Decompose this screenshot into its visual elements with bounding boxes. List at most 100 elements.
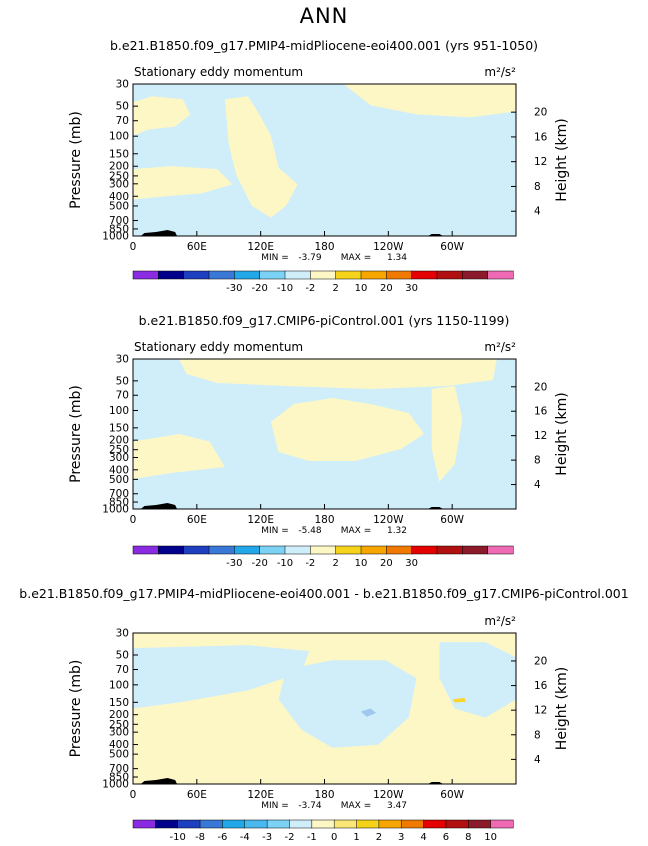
colorbar-swatch	[360, 545, 387, 555]
topography-africa	[140, 230, 178, 236]
y-tick-label: 100	[109, 131, 129, 143]
y-tick-label: 400	[109, 191, 129, 203]
min-value: -3.74	[298, 801, 322, 811]
x-tick-label: 0	[130, 789, 137, 801]
y-tick-label: 250	[109, 170, 129, 182]
colorbar-label: -3	[262, 832, 272, 843]
units-label: m²/s²	[484, 65, 516, 79]
colorbar-label: -20	[251, 558, 267, 569]
region-light-yellow-2	[179, 359, 497, 389]
y-tick-label: 50	[116, 649, 129, 661]
colorbar-label: -1	[307, 832, 317, 843]
colorbar-swatch	[132, 270, 159, 280]
y2-tick-label: 12	[534, 705, 547, 717]
colorbar-swatch	[259, 545, 286, 555]
colorbar-swatch	[490, 819, 514, 829]
colorbar-swatch	[183, 270, 210, 280]
colorbar-label: 20	[380, 283, 393, 294]
x-tick-label: 60E	[187, 514, 207, 526]
x-tick-label: 120E	[247, 241, 274, 253]
y-tick-label: 70	[116, 390, 129, 402]
y-tick-label: 30	[116, 79, 129, 91]
y-tick-label: 250	[109, 444, 129, 456]
y-tick-label: 50	[116, 101, 129, 113]
y-tick-label: 200	[109, 435, 129, 447]
colorbar-swatch	[436, 270, 463, 280]
x-tick-label: 60W	[440, 241, 464, 253]
y-tick-label: 100	[109, 405, 129, 417]
colorbar-label: -6	[217, 832, 227, 843]
y2-tick-label: 12	[534, 156, 547, 168]
topography-africa	[140, 503, 178, 509]
colorbar-swatch	[208, 270, 235, 280]
colorbar-swatch	[400, 819, 425, 829]
x-tick-label: 60E	[187, 789, 207, 801]
colorbar-swatch	[335, 545, 362, 555]
y-tick-label: 300	[109, 727, 129, 739]
colorbar-swatch	[222, 819, 246, 829]
colorbar-swatch	[311, 819, 335, 829]
colorbar-swatch	[132, 545, 159, 555]
colorbar-swatch	[155, 819, 179, 829]
y2-tick-label: 12	[534, 430, 547, 442]
x-tick-label: 60W	[440, 514, 464, 526]
panel-subtitle: Stationary eddy momentum	[134, 340, 303, 354]
colorbar-swatch	[234, 270, 261, 280]
colorbar-label: -2	[305, 558, 315, 569]
y-tick-label: 700	[109, 488, 129, 500]
colorbar-label: -10	[277, 283, 293, 294]
y-tick-label: 400	[109, 739, 129, 751]
x-tick-label: 120W	[373, 514, 404, 526]
panel-3-title: b.e21.B1850.f09_g17.PMIP4-midPliocene-eo…	[19, 586, 629, 601]
y2-tick-label: 8	[534, 455, 541, 467]
colorbar-swatch	[158, 545, 185, 555]
y-tick-label: 30	[116, 354, 129, 366]
colorbar-swatch	[259, 270, 286, 280]
units-label: m²/s²	[484, 614, 516, 628]
panel-3: 3050701001502002503004005007008501000201…	[68, 614, 570, 843]
panel-2-title: b.e21.B1850.f09_g17.CMIP6-piControl.001 …	[138, 313, 510, 328]
max-label: MAX =	[341, 801, 372, 811]
colorbar-label: -30	[226, 283, 242, 294]
x-tick-label: 60W	[440, 789, 464, 801]
colorbar-label: -20	[251, 283, 267, 294]
colorbar-label: -2	[305, 283, 315, 294]
max-label: MAX =	[341, 253, 372, 263]
region-light-yellow-3	[224, 96, 298, 218]
colorbar-swatch	[234, 545, 261, 555]
y-tick-label: 1000	[102, 231, 129, 243]
min-label: MIN =	[261, 801, 289, 811]
colorbar-swatch	[487, 545, 514, 555]
y-tick-label: 400	[109, 464, 129, 476]
x-tick-label: 120E	[247, 789, 274, 801]
y-tick-label: 850	[109, 223, 129, 235]
colorbar-label: 20	[380, 558, 393, 569]
y-tick-label: 700	[109, 215, 129, 227]
y-tick-label: 70	[116, 664, 129, 676]
y-tick-label: 200	[109, 161, 129, 173]
y-tick-label: 700	[109, 763, 129, 775]
x-tick-label: 180	[314, 514, 334, 526]
colorbar-swatch	[289, 819, 313, 829]
y-axis-label: Pressure (mb)	[68, 385, 84, 483]
y-tick-label: 150	[109, 697, 129, 709]
colorbar-swatch	[423, 819, 447, 829]
units-label: m²/s²	[484, 340, 516, 354]
region-light-blue-3	[278, 660, 417, 748]
region-light-yellow-3	[270, 398, 425, 461]
region-light-yellow-5	[431, 386, 463, 482]
colorbar-swatch	[378, 819, 402, 829]
min-value: -3.79	[298, 253, 322, 263]
region-light-yellow-4	[133, 434, 225, 479]
colorbar-swatch	[436, 545, 463, 555]
topography-africa	[140, 778, 178, 784]
y-axis-label: Pressure (mb)	[68, 111, 84, 209]
y-tick-label: 200	[109, 709, 129, 721]
colorbar-swatch	[445, 819, 469, 829]
y2-tick-label: 8	[534, 181, 541, 193]
x-tick-label: 120W	[373, 789, 404, 801]
colorbar-swatch	[386, 270, 413, 280]
y-tick-label: 150	[109, 148, 129, 160]
panel-subtitle: Stationary eddy momentum	[134, 65, 303, 79]
colorbar-label: -2	[284, 832, 294, 843]
